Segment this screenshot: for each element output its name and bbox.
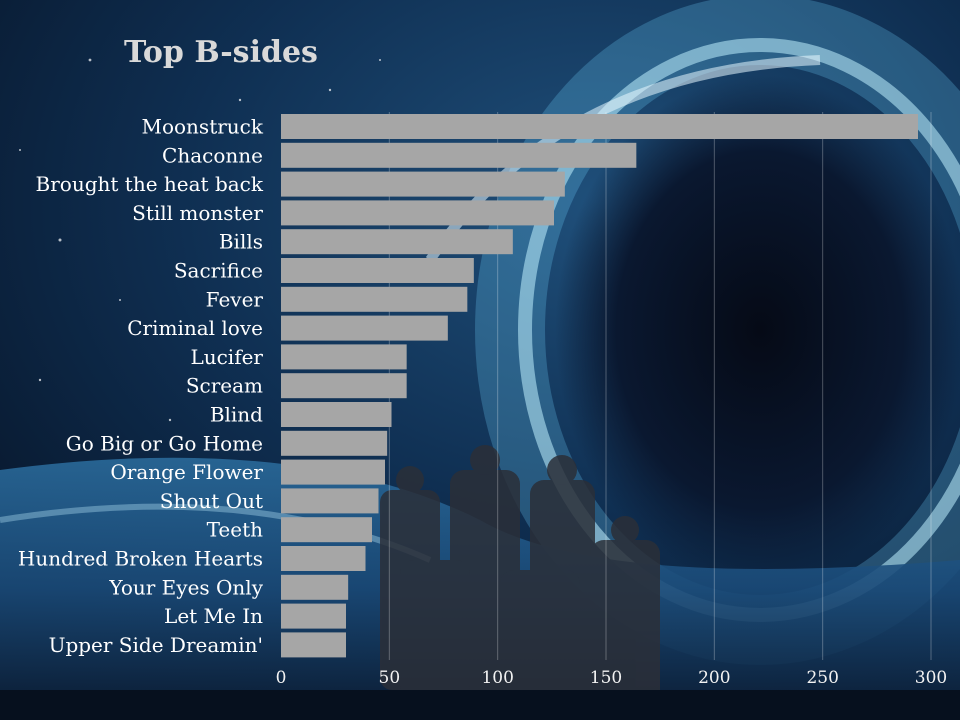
x-tick-label: 250 — [806, 668, 838, 688]
category-label: Scream — [186, 374, 263, 398]
bar — [281, 574, 349, 600]
category-label: Lucifer — [190, 345, 263, 369]
category-label: Chaconne — [162, 143, 263, 167]
category-label: Your Eyes Only — [108, 575, 263, 599]
x-tick-label: 150 — [590, 668, 622, 688]
category-label: Moonstruck — [141, 115, 263, 139]
x-tick-label: 50 — [379, 668, 401, 688]
category-label: Orange Flower — [110, 460, 263, 484]
bar — [281, 632, 346, 658]
bar — [281, 546, 366, 571]
bar — [281, 142, 637, 168]
category-label: Let Me In — [164, 604, 263, 628]
category-label: Brought the heat back — [36, 172, 264, 196]
bar — [281, 114, 918, 139]
x-tick-label: 100 — [481, 668, 513, 688]
bar — [281, 229, 513, 255]
x-axis-tick-labels: 0 50 100 150 200 250 300 — [276, 668, 948, 688]
bar — [281, 344, 407, 370]
category-label: Teeth — [207, 518, 263, 542]
bar — [281, 286, 468, 312]
category-label: Blind — [210, 403, 263, 427]
bar — [281, 488, 379, 514]
category-label: Fever — [206, 287, 264, 311]
category-labels: Moonstruck Chaconne Brought the heat back S… — [18, 115, 264, 657]
bar — [281, 459, 385, 485]
x-tick-label: 0 — [276, 668, 287, 688]
bar — [281, 517, 372, 543]
bar — [281, 373, 407, 399]
bar — [281, 200, 554, 226]
bar — [281, 603, 346, 629]
chart-title: Top B-sides — [124, 35, 318, 70]
category-label: Go Big or Go Home — [66, 431, 263, 455]
category-label: Shout Out — [160, 489, 263, 513]
x-tick-label: 200 — [698, 668, 730, 688]
category-label: Hundred Broken Hearts — [18, 547, 263, 571]
category-label: Sacrifice — [174, 259, 263, 283]
bars — [281, 114, 918, 658]
bar — [281, 258, 474, 283]
category-label: Criminal love — [127, 316, 263, 340]
category-label: Upper Side Dreamin' — [49, 633, 263, 657]
bar — [281, 430, 388, 456]
category-label: Still monster — [132, 201, 263, 225]
x-tick-label: 300 — [915, 668, 947, 688]
bar — [281, 315, 448, 341]
category-label: Bills — [219, 230, 263, 254]
bar — [281, 402, 392, 427]
bar — [281, 171, 565, 197]
